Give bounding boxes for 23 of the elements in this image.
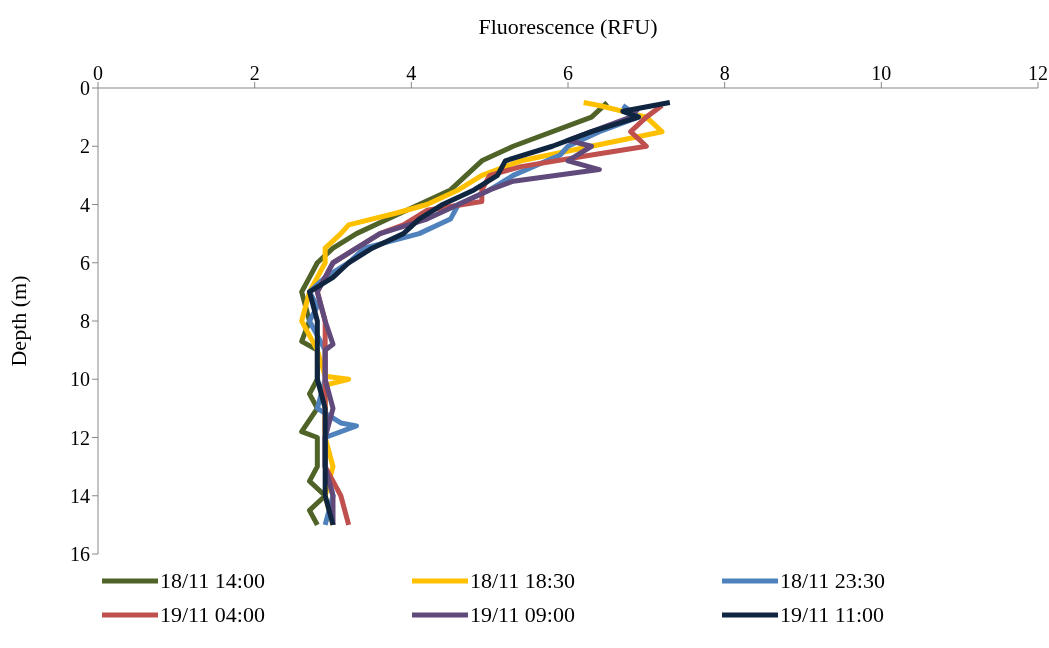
y-tick-label: 10 (70, 368, 90, 391)
legend-label: 19/11 04:00 (160, 602, 265, 628)
x-tick-label: 6 (563, 62, 573, 84)
legend-label: 18/11 14:00 (160, 568, 265, 594)
y-tick-label: 16 (70, 543, 90, 566)
legend-label: 19/11 09:00 (470, 602, 575, 628)
y-tick-label: 12 (70, 426, 90, 449)
y-tick-label: 2 (80, 135, 90, 158)
x-tick-label: 8 (719, 62, 730, 84)
y-tick-label: 8 (80, 310, 90, 333)
x-tick-label: 2 (249, 62, 260, 84)
x-tick-label: 10 (871, 62, 892, 84)
y-tick-label: 0 (80, 77, 90, 100)
x-tick-label: 12 (1028, 62, 1048, 84)
y-tick-label: 4 (80, 193, 90, 216)
legend-label: 19/11 11:00 (780, 602, 885, 628)
x-axis-title: Fluorescence (RFU) (478, 13, 658, 39)
y-axis-title: Depth (m) (5, 275, 31, 367)
legend-label: 18/11 18:30 (470, 568, 575, 594)
x-tick-label: 4 (406, 62, 417, 84)
y-tick-label: 14 (70, 484, 90, 507)
legend-label: 18/11 23:30 (780, 568, 885, 594)
y-tick-label: 6 (80, 251, 90, 274)
